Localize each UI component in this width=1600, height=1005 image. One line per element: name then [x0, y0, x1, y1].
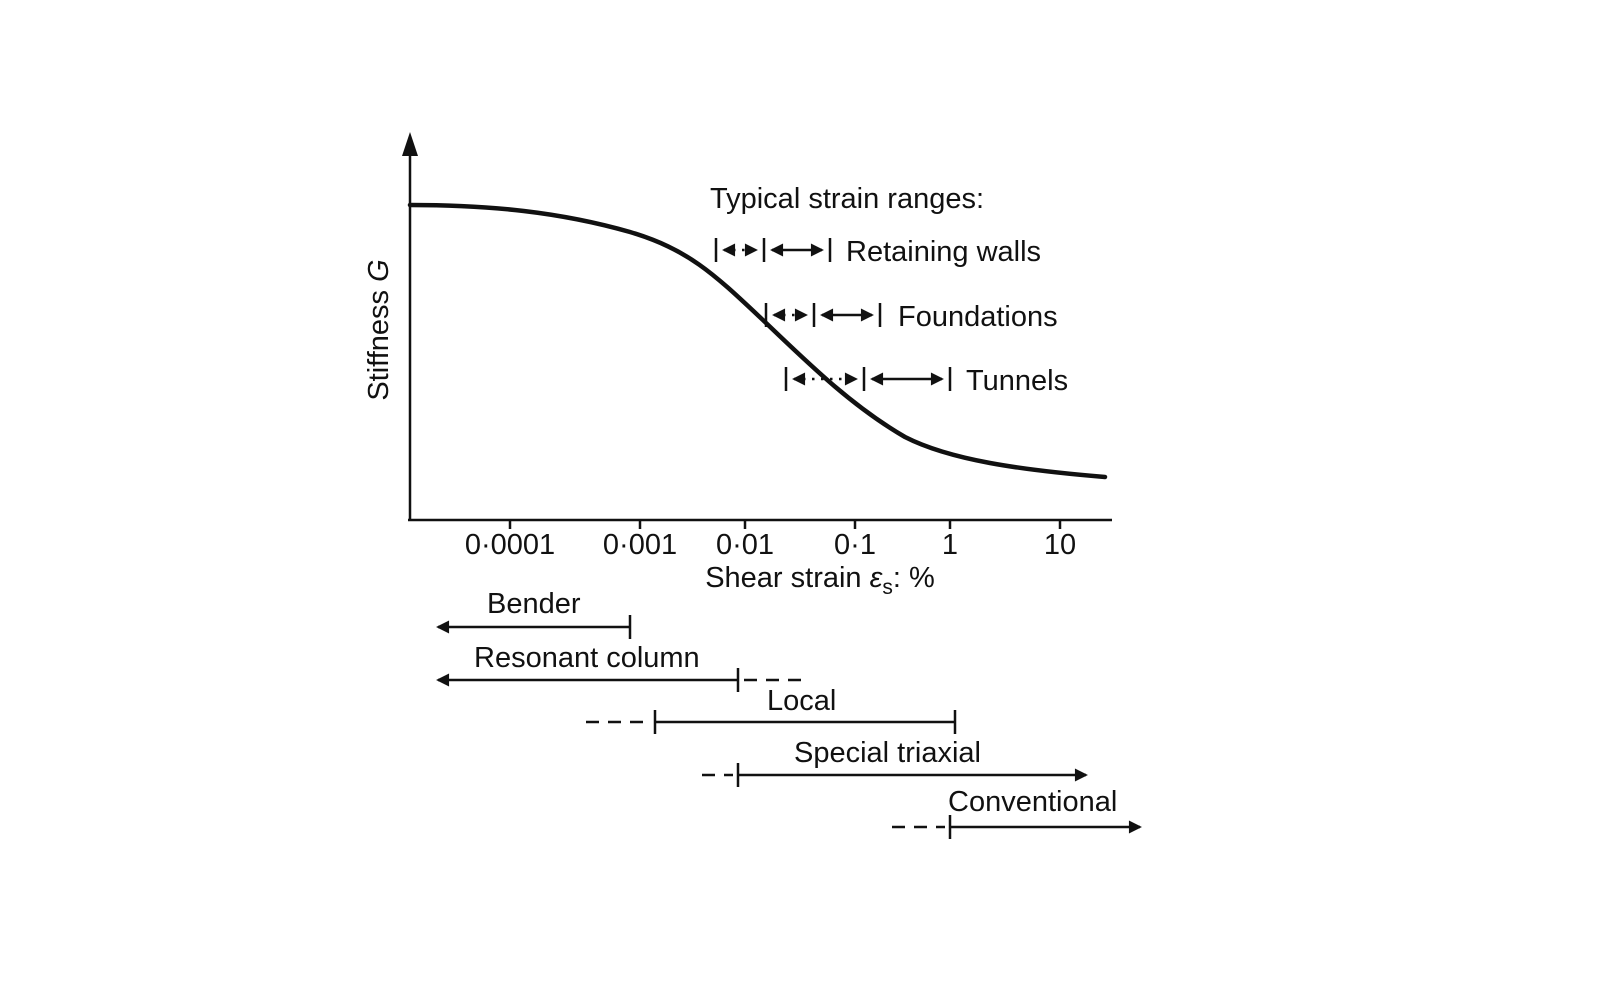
x-tick-label-5: 10 [1044, 529, 1076, 561]
test-range-resonant-column: Resonant column [436, 642, 803, 692]
test-label-special-triaxial: Special triaxial [794, 737, 981, 769]
axes [402, 132, 1112, 529]
range-label-tunnels: Tunnels [966, 365, 1068, 397]
test-label-conventional: Conventional [948, 786, 1117, 818]
test-label-bender: Bender [487, 588, 581, 620]
test-range-special-triaxial: Special triaxial [702, 737, 1088, 787]
x-tick-label-1: 0·001 [603, 529, 677, 561]
x-tick-label-4: 1 [942, 529, 958, 561]
range-label-retaining-walls: Retaining walls [846, 236, 1041, 268]
y-axis-arrow-icon [402, 132, 418, 156]
test-range-conventional: Conventional [892, 786, 1142, 839]
x-axis-label: Shear strain εs: % [705, 562, 935, 599]
range-retaining-walls: Retaining walls [714, 236, 1041, 268]
test-range-local: Local [586, 685, 957, 734]
test-range-bender: Bender [436, 588, 632, 639]
test-label-resonant-column: Resonant column [474, 642, 700, 674]
x-tick-label-0: 0·0001 [465, 529, 555, 561]
annotation-heading: Typical strain ranges: [710, 183, 984, 215]
x-tick-label-2: 0·01 [716, 529, 774, 561]
range-label-foundations: Foundations [898, 301, 1058, 333]
y-axis-label: Stiffness G [363, 259, 395, 400]
range-tunnels: Tunnels [784, 365, 1068, 397]
range-foundations: Foundations [764, 301, 1058, 333]
test-label-local: Local [767, 685, 836, 717]
x-tick-label-3: 0·1 [834, 529, 876, 561]
